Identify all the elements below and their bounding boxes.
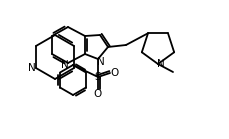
Text: O: O bbox=[94, 89, 102, 99]
Text: S: S bbox=[95, 72, 101, 82]
Text: N: N bbox=[157, 59, 165, 69]
Text: N: N bbox=[28, 63, 36, 73]
Text: N: N bbox=[97, 57, 105, 67]
Text: O: O bbox=[111, 68, 119, 78]
Text: N: N bbox=[61, 60, 69, 70]
